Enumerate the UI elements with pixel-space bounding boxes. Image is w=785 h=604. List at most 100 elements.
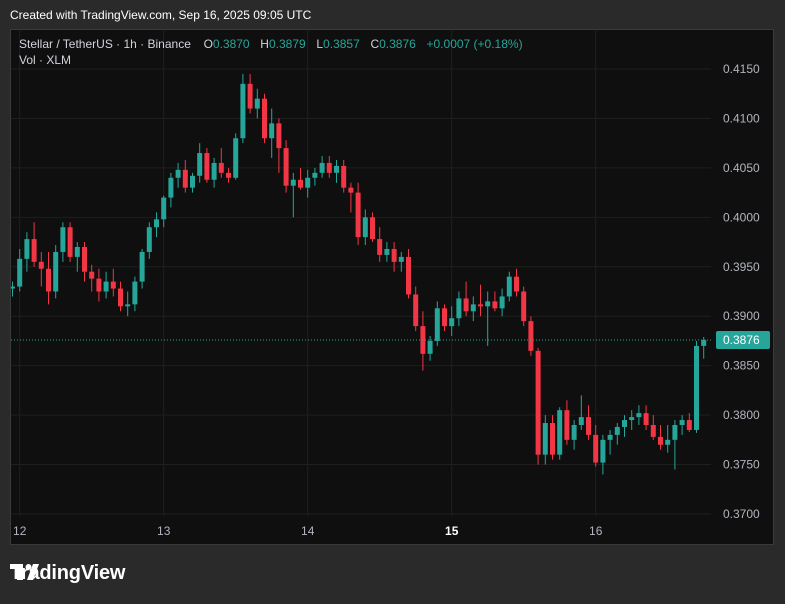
candle-body-down [658, 436, 663, 445]
candle-body-up [305, 177, 311, 188]
volume-legend[interactable]: Vol · XLM [19, 53, 72, 67]
candle-body-down [226, 172, 231, 178]
candle-body-down [46, 268, 51, 292]
candle-body-down [341, 165, 347, 188]
candle-body-up [571, 425, 577, 440]
high-value: 0.3879 [268, 37, 306, 51]
candle-body-up [607, 434, 613, 440]
candle-body-down [348, 187, 354, 193]
candle-body-down [406, 256, 411, 295]
candle-body-up [629, 417, 635, 421]
candle-body-down [535, 350, 541, 455]
candle-body-down [31, 239, 37, 262]
candle-body-down [650, 425, 656, 437]
candle-body-down [204, 153, 210, 180]
candle-body-up [672, 425, 678, 440]
candle-body-up [694, 345, 699, 430]
candle-body-down [298, 179, 303, 188]
candle-body-up [132, 281, 138, 305]
symbol-title[interactable]: Stellar / TetherUS · 1h · Binance [19, 37, 191, 51]
candle-body-down [686, 420, 692, 430]
candle-body-up [506, 276, 512, 297]
candle-body-up [578, 417, 584, 425]
created-with-caption: Created with TradingView.com, Sep 16, 20… [10, 8, 312, 22]
candle-body-up [254, 98, 260, 109]
y-axis-tick-label: 0.3850 [723, 359, 760, 373]
x-axis-tick-label: 12 [13, 524, 27, 538]
candle-body-down [442, 308, 447, 327]
candle-body-up [542, 423, 548, 455]
open-label: O [203, 37, 213, 51]
footer-brand: TradingView [10, 562, 125, 585]
candle-body-up [456, 298, 462, 319]
candle-body-down [586, 417, 591, 435]
candlestick-chart[interactable]: 0.4150 0.4100 0.4050 0.4000 0.3950 0.3900 0.38… [11, 30, 774, 545]
candle-body-up [665, 439, 671, 445]
candle-body-down [514, 276, 519, 292]
chart-panel[interactable]: 0.4150 0.4100 0.4050 0.4000 0.3950 0.3900 0.38… [10, 29, 774, 545]
close-value: 0.3876 [379, 37, 416, 51]
y-axis-tick-label: 0.4000 [723, 210, 760, 224]
candle-body-up [290, 179, 296, 186]
candle-body-up [398, 256, 404, 262]
candle-body-down [593, 434, 599, 463]
candle-body-down [355, 192, 361, 238]
candle-body-up [103, 281, 109, 292]
candle-body-up [362, 217, 368, 238]
tradingview-wordmark: TradingView [10, 562, 126, 584]
candle-body-up [154, 219, 159, 228]
candle-body-down [413, 294, 419, 327]
y-axis-tick-label: 0.3900 [723, 309, 760, 323]
candle-body-down [82, 247, 87, 272]
x-axis-tick-label: 14 [301, 524, 315, 538]
change-value: +0.0007 (+0.18%) [426, 37, 523, 51]
candle-body-up [557, 410, 563, 455]
candle-body-up [11, 286, 15, 289]
candle-body-up [240, 83, 246, 139]
candle-body-up [470, 304, 476, 312]
candle-body-down [283, 148, 289, 186]
candle-body-up [312, 172, 318, 178]
candle-body-up [168, 177, 174, 198]
candle-body-down [550, 423, 555, 455]
close-label: C [370, 37, 380, 51]
candle-body-down [262, 98, 267, 139]
y-axis-tick-label: 0.3750 [723, 458, 760, 472]
candle-body-up [600, 439, 606, 463]
candle-body-up [161, 197, 167, 220]
y-axis-tick-label: 0.4150 [723, 62, 760, 76]
tradingview-logo-icon [10, 564, 39, 580]
low-label: L [316, 37, 324, 51]
candle-body-up [449, 318, 455, 327]
y-axis-tick-label: 0.3700 [723, 507, 760, 521]
candle-body-up [60, 227, 66, 252]
candle-body-up [211, 162, 217, 180]
candle-body-up [146, 227, 152, 252]
candle-body-up [679, 420, 685, 425]
candle-body-down [89, 271, 95, 279]
candle-body-up [53, 251, 59, 292]
candle-body-up [233, 138, 239, 178]
candle-body-down [67, 227, 73, 257]
candle-body-down [643, 413, 649, 425]
low-value: 0.3857 [323, 37, 360, 51]
candle-body-down [492, 301, 498, 309]
candle-body-down [276, 123, 282, 149]
y-axis-tick-label: 0.4050 [723, 161, 760, 175]
candle-body-down [521, 291, 527, 322]
candle-body-up [434, 308, 440, 341]
candle-body-down [118, 288, 123, 307]
candle-body-down [96, 278, 102, 292]
candle-body-up [701, 339, 707, 346]
x-axis-tick-label: 16 [589, 524, 603, 538]
candle-body-up [614, 426, 620, 435]
candle-body-down [110, 281, 116, 289]
candle-body-down [218, 162, 224, 173]
candle-body-up [427, 340, 433, 354]
candle-body-up [269, 123, 275, 139]
candle-body-down [478, 304, 483, 307]
candle-body-down [247, 83, 253, 109]
open-value: 0.3870 [212, 37, 250, 51]
candle-body-down [564, 410, 570, 440]
y-axis-tick-label: 0.3800 [723, 408, 760, 422]
